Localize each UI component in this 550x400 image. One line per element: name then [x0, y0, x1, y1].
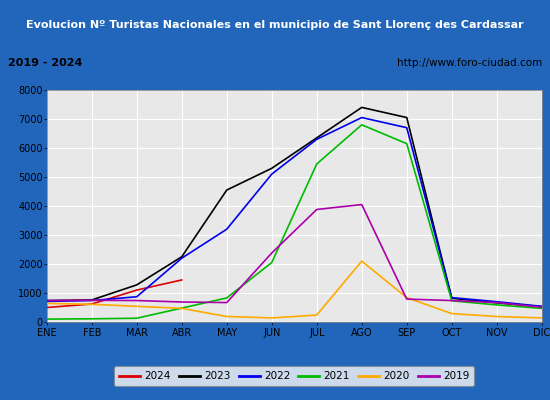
2020 [134, 304, 140, 309]
2019 [89, 298, 95, 303]
2021 [359, 122, 365, 127]
2020 [268, 316, 275, 320]
2023 [268, 166, 275, 171]
2024 [178, 278, 185, 282]
2020 [43, 301, 50, 306]
2023 [223, 188, 230, 192]
2022 [359, 115, 365, 120]
Text: http://www.foro-ciudad.com: http://www.foro-ciudad.com [397, 58, 542, 68]
2021 [538, 306, 545, 311]
2021 [268, 260, 275, 265]
2022 [178, 256, 185, 261]
2019 [268, 250, 275, 255]
2020 [493, 314, 500, 319]
2022 [448, 295, 455, 300]
2023 [404, 115, 410, 120]
Line: 2024: 2024 [47, 280, 182, 308]
2021 [223, 296, 230, 300]
2019 [448, 298, 455, 303]
2021 [493, 302, 500, 307]
2023 [538, 304, 545, 309]
2022 [538, 304, 545, 309]
2020 [448, 311, 455, 316]
2020 [89, 302, 95, 307]
2023 [178, 254, 185, 259]
2020 [359, 259, 365, 264]
2023 [493, 300, 500, 305]
2022 [134, 294, 140, 299]
Text: 2019 - 2024: 2019 - 2024 [8, 58, 82, 68]
2023 [448, 296, 455, 301]
Line: 2021: 2021 [47, 125, 542, 319]
2022 [223, 227, 230, 232]
2024 [43, 305, 50, 310]
2024 [89, 302, 95, 306]
2021 [43, 317, 50, 322]
Line: 2023: 2023 [47, 108, 542, 307]
Line: 2022: 2022 [47, 118, 542, 306]
2021 [134, 316, 140, 321]
2019 [43, 298, 50, 303]
2020 [404, 295, 410, 300]
2019 [359, 202, 365, 207]
2022 [43, 299, 50, 304]
2019 [493, 300, 500, 305]
2022 [404, 125, 410, 130]
2019 [314, 207, 320, 212]
2021 [89, 316, 95, 321]
2023 [89, 298, 95, 302]
Text: Evolucion Nº Turistas Nacionales en el municipio de Sant Llorenç des Cardassar: Evolucion Nº Turistas Nacionales en el m… [26, 20, 524, 30]
2022 [493, 299, 500, 304]
2021 [448, 298, 455, 303]
Legend: 2024, 2023, 2022, 2021, 2020, 2019: 2024, 2023, 2022, 2021, 2020, 2019 [114, 366, 474, 386]
2019 [178, 300, 185, 304]
2023 [359, 105, 365, 110]
2020 [178, 306, 185, 311]
2021 [404, 141, 410, 146]
2022 [89, 298, 95, 303]
2023 [314, 136, 320, 140]
2023 [43, 298, 50, 303]
2022 [314, 137, 320, 142]
2021 [314, 162, 320, 166]
2021 [178, 306, 185, 310]
2020 [223, 314, 230, 319]
2019 [404, 297, 410, 302]
Line: 2020: 2020 [47, 261, 542, 318]
2022 [268, 172, 275, 176]
2023 [134, 282, 140, 287]
2019 [538, 305, 545, 310]
2020 [538, 316, 545, 320]
Line: 2019: 2019 [47, 204, 542, 307]
2020 [314, 313, 320, 318]
2019 [223, 300, 230, 305]
2024 [134, 288, 140, 292]
2019 [134, 298, 140, 303]
